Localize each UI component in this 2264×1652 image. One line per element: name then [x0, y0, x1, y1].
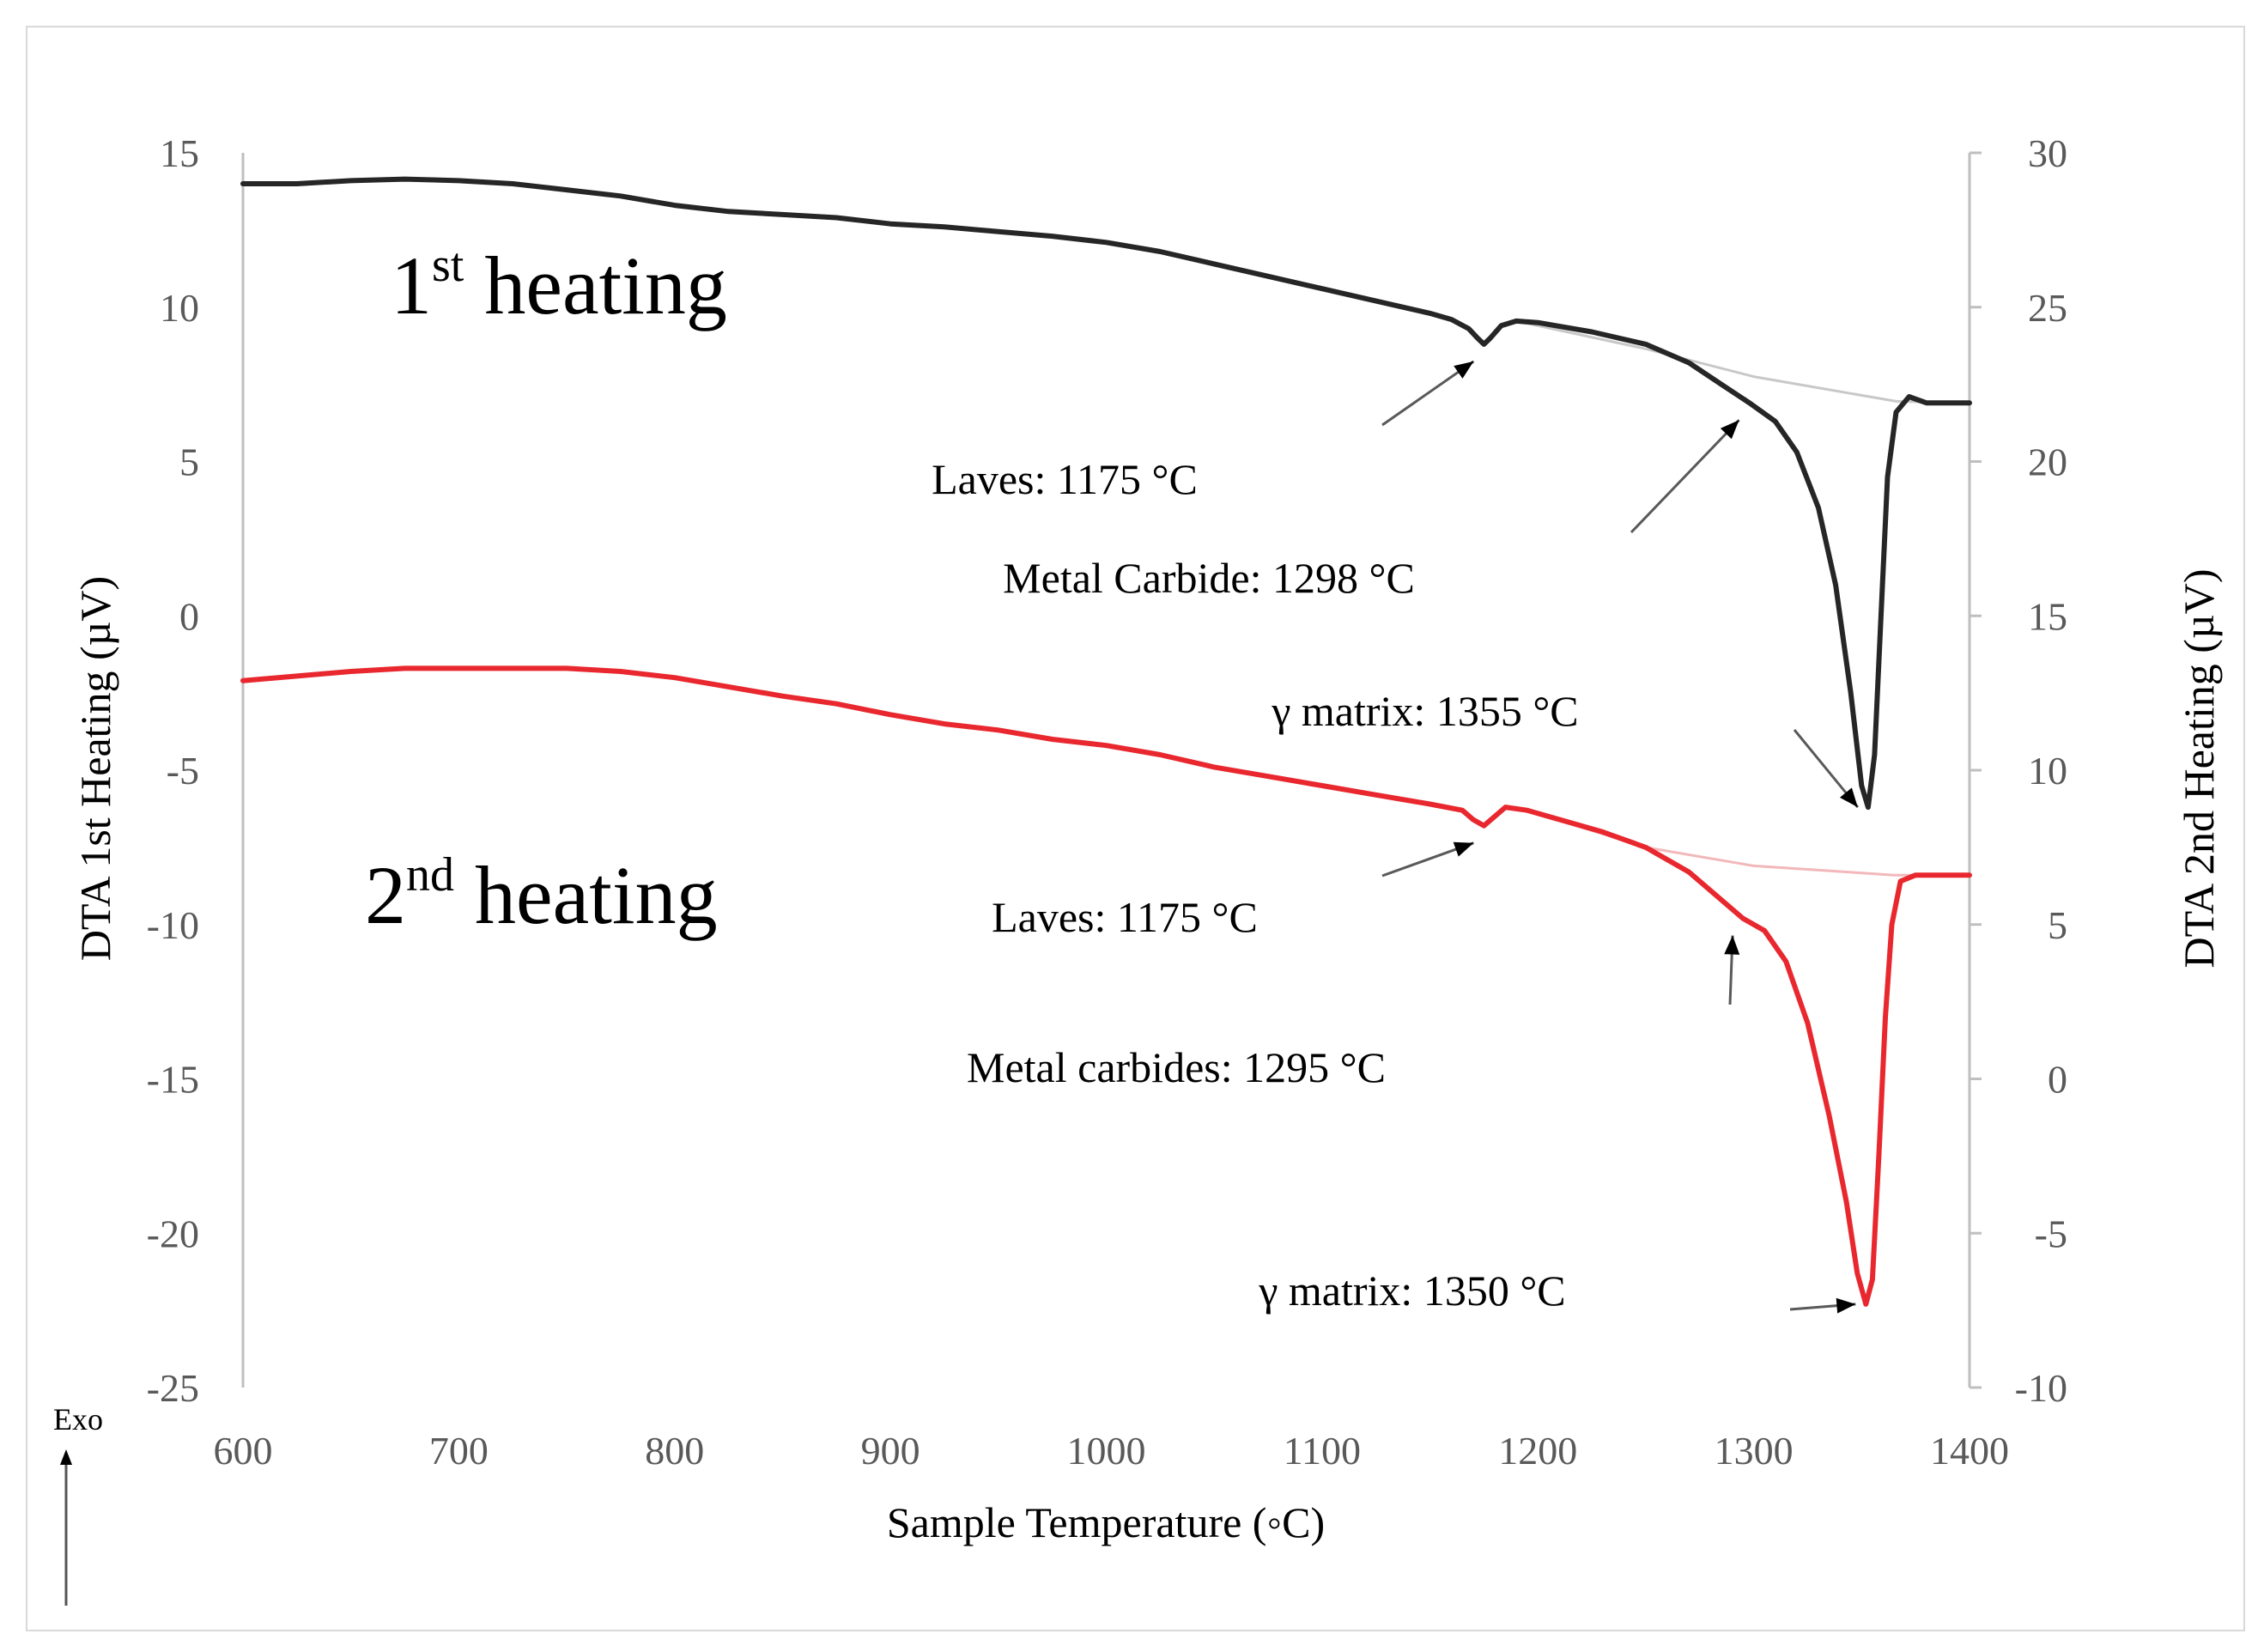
exo-arrowhead-icon	[60, 1449, 72, 1465]
y-left-tick-label: -5	[167, 749, 199, 793]
annotation-label: Laves: 1175 °C	[932, 455, 1198, 503]
series-label-1st-rest: heating	[464, 240, 727, 331]
y-left-tick-label: -10	[147, 903, 199, 947]
series-label-2nd-main: 2	[365, 849, 406, 941]
series-line-1	[240, 176, 1972, 811]
annotation-arrowhead-icon	[1724, 935, 1740, 955]
y-left-tick-label: 10	[160, 286, 199, 330]
annotation-arrowhead-icon	[1720, 420, 1739, 440]
annotation-layer: Laves: 1175 °C Metal Carbide: 1298 °C γ ma…	[932, 360, 1860, 1315]
annotation-label: γ matrix: 1355 °C	[1271, 687, 1578, 735]
exo-label: Exo	[53, 1402, 103, 1436]
x-tick-label: 700	[429, 1429, 489, 1473]
annotation-arrowhead-icon	[1453, 841, 1474, 857]
y-left-tick-label: 15	[160, 131, 199, 175]
y-left-tick-label: 5	[179, 440, 199, 484]
x-tick-label: 1400	[1930, 1429, 2009, 1473]
series-label-1st-main: 1	[391, 240, 432, 331]
y-right-axis-title: DTA 2nd Heating (µV)	[2175, 569, 2223, 969]
y-right-tick-label: 25	[2028, 286, 2067, 330]
series-label-1st-sup: st	[432, 239, 464, 292]
series-label-1st-heating: 1st heating	[391, 239, 727, 331]
y-right-tick-label: 15	[2028, 594, 2067, 638]
annotation-label: Metal Carbide: 1298 °C	[1003, 554, 1415, 602]
y-right-tick-label: 0	[2048, 1058, 2067, 1102]
y-right-tick-labels: 30 25 20 15 10 5 0 -5 -10	[1970, 131, 2067, 1410]
annotation-arrowhead-icon	[1839, 787, 1858, 808]
y-left-tick-label: -25	[147, 1366, 199, 1410]
x-tick-labels: 600 700 800 900 1000 1100 1200 1300 1400	[214, 1429, 2010, 1473]
y-right-tick-label: 10	[2028, 749, 2067, 793]
series-label-2nd-rest: heating	[454, 849, 718, 941]
annotation-arrow	[1630, 419, 1740, 534]
x-axis-title: Sample Temperature (◦C)	[887, 1498, 1325, 1546]
x-tick-label: 1300	[1715, 1429, 1794, 1473]
annotation-arrowhead-icon	[1836, 1297, 1856, 1314]
x-tick-label: 900	[861, 1429, 920, 1473]
y-left-axis-title: DTA 1st Heating (µV)	[71, 576, 119, 961]
x-tick-label: 1100	[1284, 1429, 1361, 1473]
y-right-tick-label: -5	[2035, 1212, 2067, 1255]
series-label-2nd-sup: nd	[406, 848, 454, 902]
y-left-tick-label: 0	[179, 594, 199, 638]
x-tick-label: 1000	[1067, 1429, 1146, 1473]
baseline-1	[1515, 319, 1970, 404]
y-right-tick-label: 5	[2048, 903, 2067, 947]
y-right-tick-label: 20	[2028, 440, 2067, 484]
series-layer	[240, 176, 1972, 1307]
y-left-tick-label: -15	[147, 1058, 199, 1102]
annotation-arrowhead-icon	[1454, 361, 1474, 379]
annotation-label: Laves: 1175 °C	[992, 893, 1258, 941]
y-right-tick-label: 30	[2028, 131, 2067, 175]
chart-frame	[26, 26, 2245, 1631]
x-tick-label: 1200	[1498, 1429, 1577, 1473]
baseline-2	[1527, 809, 1970, 877]
y-right-tick-label: -10	[2015, 1366, 2067, 1410]
series-line-2	[240, 665, 1972, 1307]
y-left-tick-label: -20	[147, 1212, 199, 1255]
annotation-label: Metal carbides: 1295 °C	[967, 1043, 1386, 1091]
x-tick-label: 600	[214, 1429, 273, 1473]
series-label-2nd-heating: 2nd heating	[365, 848, 718, 941]
annotation-label: γ matrix: 1350 °C	[1258, 1266, 1565, 1315]
x-tick-label: 800	[645, 1429, 704, 1473]
y-left-tick-labels: 15 10 5 0 -5 -10 -15 -20 -25	[147, 131, 199, 1410]
